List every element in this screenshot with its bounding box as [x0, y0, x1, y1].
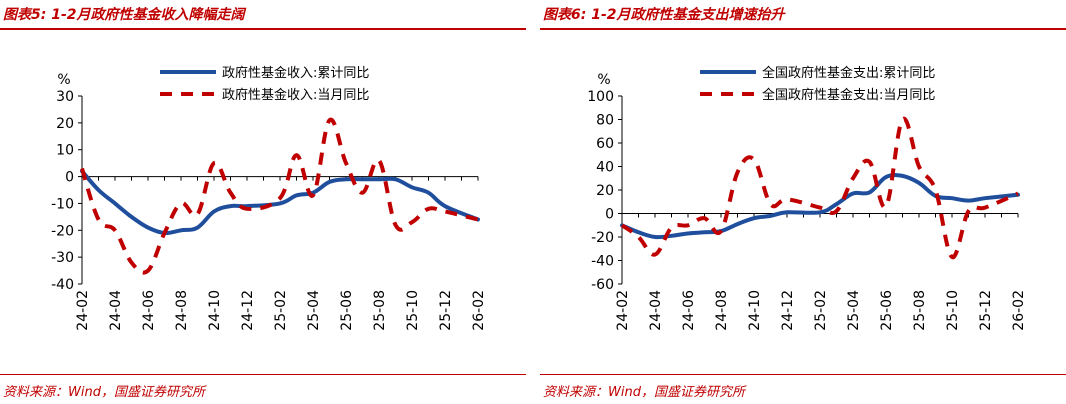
source-note: 资料来源：Wind，国盛证券研究所	[3, 385, 205, 400]
chart-title: 图表5: 1-2月政府性基金收入降幅走阔	[3, 7, 245, 23]
footer-rule	[0, 374, 526, 375]
legend-label: 政府性基金收入:当月同比	[222, 87, 369, 103]
x-tick-label: 24-04	[108, 290, 124, 331]
title-rule	[0, 28, 526, 30]
y-tick-label: -20	[591, 230, 614, 246]
x-tick-label: 24-02	[75, 290, 91, 331]
series-line-cumulative	[620, 172, 1020, 240]
x-tick-label: 25-04	[846, 290, 862, 331]
x-tick-label: 24-12	[780, 290, 796, 331]
y-tick-label: 60	[596, 136, 614, 152]
chart-panel-left: 图表5: 1-2月政府性基金收入降幅走阔 % 30 20 10 0 -10 -20 -30 -4…	[0, 0, 526, 404]
x-tick-label: 25-12	[978, 290, 994, 331]
x-tick-label: 25-08	[372, 290, 388, 331]
y-tick-label: 80	[596, 113, 614, 129]
y-tick-label: 20	[56, 116, 74, 132]
x-tick-label: 25-12	[438, 290, 454, 331]
y-tick-label: 20	[596, 183, 614, 199]
y-tick-label: 0	[605, 207, 614, 223]
title-rule	[540, 28, 1066, 30]
x-tick-label: 24-02	[615, 290, 631, 331]
y-axis-unit: %	[57, 72, 70, 88]
y-tick-label: -60	[591, 277, 614, 293]
x-tick-label: 25-08	[912, 290, 928, 331]
x-tick-label: 24-08	[174, 290, 190, 331]
legend-label: 全国政府性基金支出:累计同比	[762, 65, 935, 81]
y-tick-label: 40	[596, 160, 614, 176]
x-tick-label: 24-04	[648, 290, 664, 331]
y-tick-label: 100	[587, 89, 614, 105]
y-tick-label: -40	[591, 254, 614, 270]
y-tick-label: -10	[51, 196, 74, 212]
series-line-monthly	[80, 117, 479, 275]
x-tick-label: 25-06	[879, 290, 895, 331]
series-line-monthly	[620, 116, 1019, 260]
legend-label: 政府性基金收入:累计同比	[222, 65, 369, 81]
y-tick-label: 10	[56, 143, 74, 159]
x-tick-label: 24-10	[747, 290, 763, 331]
x-tick-label: 25-10	[945, 290, 961, 331]
source-note: 资料来源：Wind，国盛证券研究所	[543, 385, 745, 400]
footer-rule	[540, 374, 1066, 375]
series-line-cumulative	[80, 169, 480, 236]
x-tick-label: 25-06	[339, 290, 355, 331]
chart-title: 图表6: 1-2月政府性基金支出增速抬升	[543, 7, 785, 23]
x-tick-label: 24-06	[141, 290, 157, 331]
y-tick-label: 30	[56, 89, 74, 105]
x-tick-label: 24-10	[207, 290, 223, 331]
chart-panel-right: 图表6: 1-2月政府性基金支出增速抬升 % 100 80 60 40 20 0 -20 -40…	[540, 0, 1066, 404]
y-axis-unit: %	[597, 72, 610, 88]
y-tick-label: -40	[51, 277, 74, 293]
x-tick-label: 24-08	[714, 290, 730, 331]
x-tick-label: 25-02	[813, 290, 829, 331]
x-tick-label: 24-12	[240, 290, 256, 331]
x-tick-label: 26-02	[471, 290, 487, 331]
x-tick-label: 25-02	[273, 290, 289, 331]
x-tick-label: 24-06	[681, 290, 697, 331]
x-tick-label: 26-02	[1011, 290, 1027, 331]
y-tick-label: -30	[51, 250, 74, 266]
y-tick-label: 0	[65, 170, 74, 186]
x-tick-label: 25-04	[306, 290, 322, 331]
y-tick-label: -20	[51, 223, 74, 239]
x-tick-label: 25-10	[405, 290, 421, 331]
legend-label: 全国政府性基金支出:当月同比	[762, 87, 935, 103]
